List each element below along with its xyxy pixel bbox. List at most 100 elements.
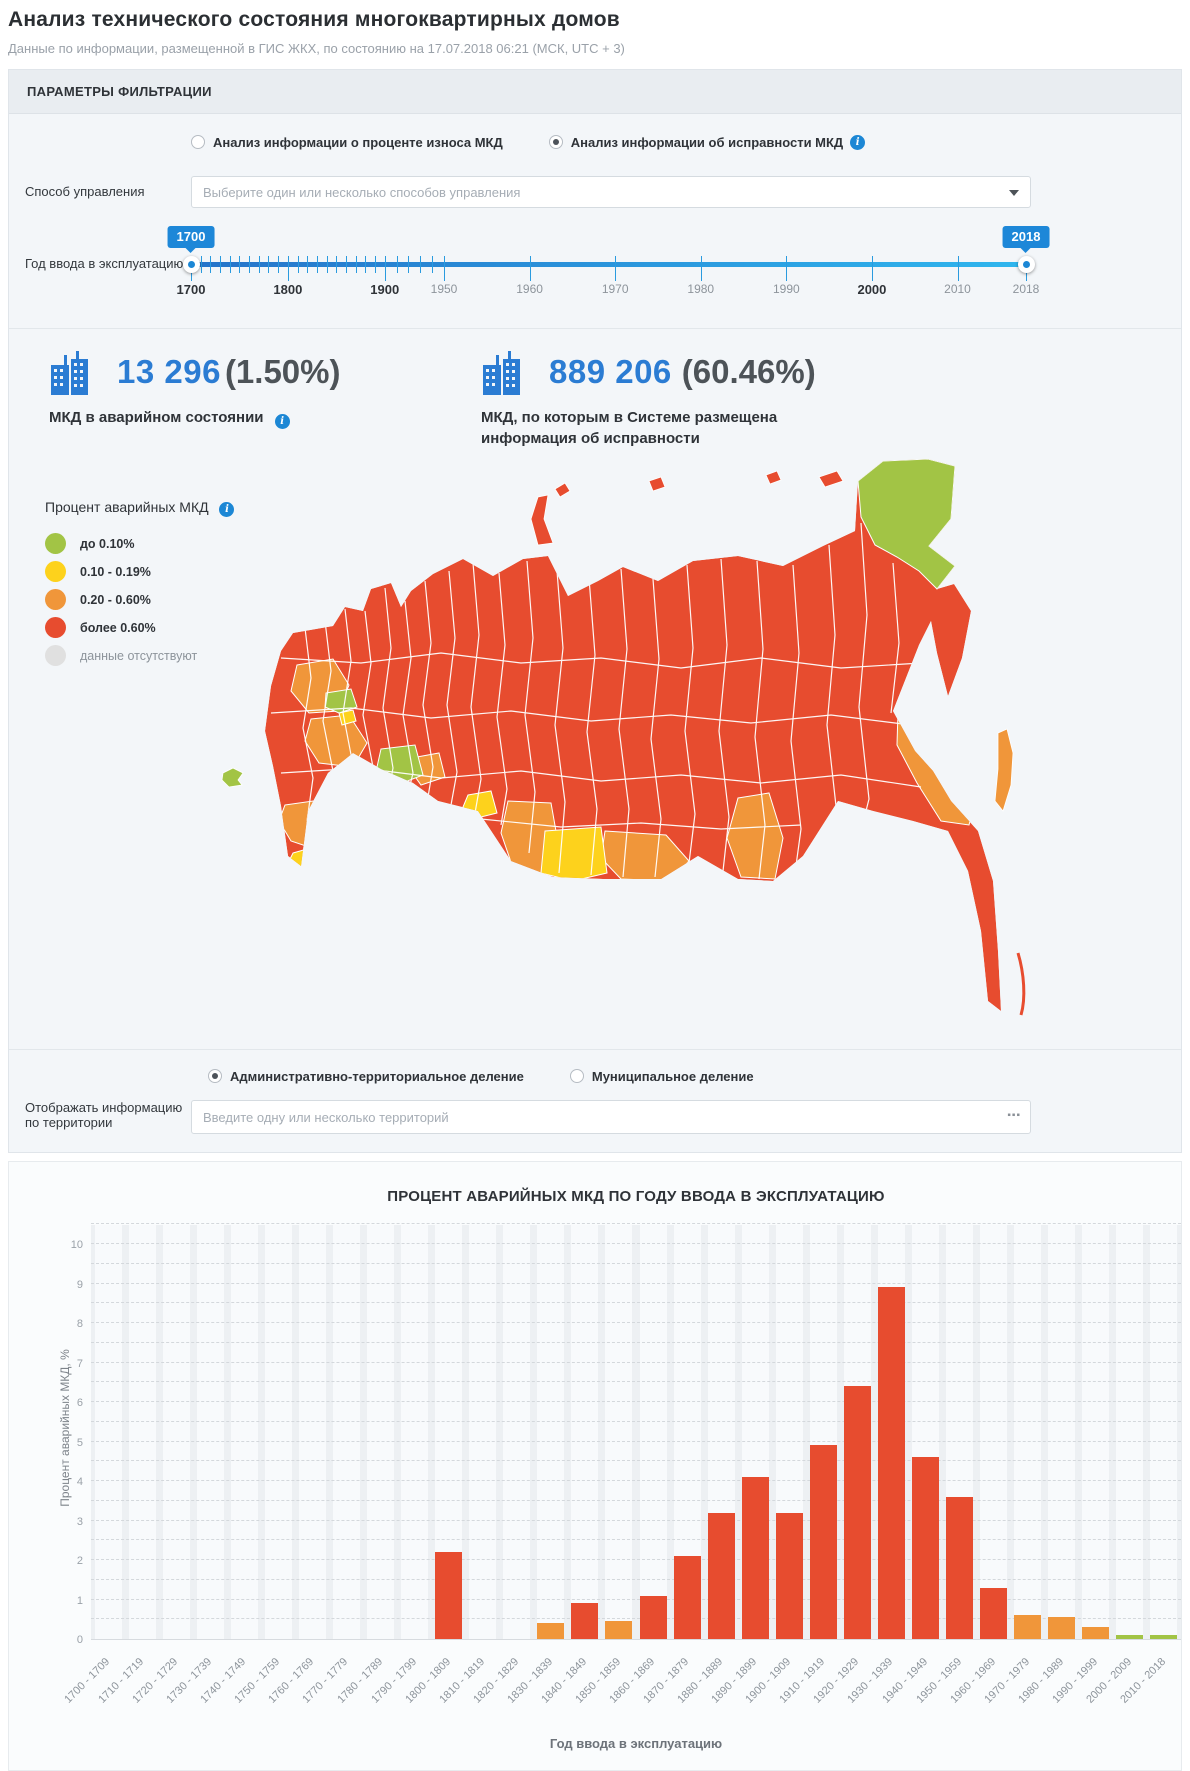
map-island-small-2 xyxy=(765,470,782,485)
bar-1970-1979[interactable] xyxy=(1014,1615,1042,1639)
map-block: Процент аварийных МКД i до 0.10% 0.10 - 0… xyxy=(9,451,1181,1049)
y-tick-label: 1 xyxy=(76,1594,83,1607)
stat-total-caption: МКД, по которым в Системе размещена инфо… xyxy=(481,409,778,447)
filters-panel-header: ПАРАМЕТРЫ ФИЛЬТРАЦИИ xyxy=(9,70,1181,114)
chart-xlabel: Год ввода в эксплуатацию xyxy=(549,1736,723,1751)
bar-1990-1999[interactable] xyxy=(1082,1627,1110,1639)
radio-wear-analysis[interactable]: Анализ информации о проценте износа МКД xyxy=(191,135,503,150)
territory-placeholder: Введите одну или несколько территорий xyxy=(203,1109,449,1125)
management-row: Способ управления Выберите один или неск… xyxy=(9,176,1181,208)
slider-scale-label: 1700 xyxy=(176,282,206,297)
stats: 13 296 (1.50%) МКД в аварийном состоянии… xyxy=(9,329,1181,451)
territory-row: Отображать информацию по территории Введ… xyxy=(9,1100,1181,1134)
info-icon[interactable]: i xyxy=(850,134,866,150)
page-title: Анализ технического состояния многокварт… xyxy=(8,8,620,31)
bar-1940-1949[interactable] xyxy=(912,1457,940,1639)
bar-1850-1859[interactable] xyxy=(605,1621,633,1639)
bar-1880-1889[interactable] xyxy=(707,1512,735,1639)
bar-1980-1989[interactable] xyxy=(1048,1617,1076,1639)
bar-1830-1839[interactable] xyxy=(537,1623,565,1639)
bar-1840-1849[interactable] xyxy=(571,1603,599,1639)
legend-title-row: Процент аварийных МКД i xyxy=(45,499,235,517)
slider-scale-label: 1990 xyxy=(772,282,800,296)
analysis-radio-group: Анализ информации о проценте износа МКД … xyxy=(191,132,1181,152)
legend-item-label: данные отсутствуют xyxy=(80,648,198,663)
info-icon[interactable]: i xyxy=(219,502,235,517)
y-tick-label: 4 xyxy=(76,1476,83,1488)
stat-emergency-caption-text: МКД в аварийном состоянии xyxy=(49,409,264,426)
stat-total-value: 889 206 xyxy=(549,353,672,390)
radio-wear-label: Анализ информации о проценте износа МКД xyxy=(213,134,503,150)
bar-1950-1959[interactable] xyxy=(946,1496,974,1639)
stat-total: 889 206 (60.46%) МКД, по которым в Систе… xyxy=(481,349,816,449)
y-tick-label: 2 xyxy=(76,1555,83,1567)
stat-total-percent: (60.46%) xyxy=(681,353,816,390)
chart-title: ПРОЦЕНТ АВАРИЙНЫХ МКД ПО ГОДУ ВВОДА В ЭК… xyxy=(387,1188,885,1205)
bar-1920-1929[interactable] xyxy=(843,1386,871,1639)
slider-tooltip-min: 1700 xyxy=(167,226,215,253)
bar-2010-2018[interactable] xyxy=(1150,1635,1178,1639)
map-island-severnaya-zemlya xyxy=(648,476,666,492)
russia-map[interactable] xyxy=(221,453,1051,1023)
legend-color-dot xyxy=(45,645,66,666)
slider-tooltip-max: 2018 xyxy=(1002,226,1050,253)
radio-municipal-division[interactable]: Муниципальное деление xyxy=(569,1069,754,1084)
map-region-crimea xyxy=(221,767,244,788)
legend-item-label: 0.10 - 0.19% xyxy=(80,564,151,579)
more-icon[interactable]: ▪▪▪ xyxy=(1007,1110,1021,1121)
filters-panel: ПАРАМЕТРЫ ФИЛЬТРАЦИИ Анализ информации о… xyxy=(8,69,1182,1153)
legend-color-dot xyxy=(45,561,66,582)
bar-1910-1919[interactable] xyxy=(809,1445,837,1639)
divider xyxy=(9,1049,1181,1050)
info-icon[interactable]: i xyxy=(274,414,290,429)
legend-color-dot xyxy=(45,533,66,554)
bar-1800-1809[interactable] xyxy=(435,1552,463,1639)
y-tick-label: 8 xyxy=(76,1318,83,1330)
y-tick-label: 9 xyxy=(76,1278,83,1291)
bar-2000-2009[interactable] xyxy=(1116,1635,1144,1639)
management-select[interactable]: Выберите один или несколько способов упр… xyxy=(191,176,1031,208)
buildings-icon xyxy=(483,351,520,395)
map-island-novaya-zemlya xyxy=(530,494,554,546)
year-slider[interactable]: 1700 2018 1700 1800 1900 1950 1960 1970 1980 19… xyxy=(167,226,1050,312)
stat-emergency-value: 13 296 xyxy=(117,353,221,390)
bar-1890-1899[interactable] xyxy=(741,1477,769,1639)
legend-title: Процент аварийных МКД xyxy=(45,499,209,515)
map-islands xyxy=(221,470,1026,1016)
bar-1900-1909[interactable] xyxy=(775,1512,803,1639)
territory-input[interactable]: Введите одну или несколько территорий ▪▪… xyxy=(191,1100,1031,1134)
chart-plot[interactable]: 0 1 2 3 4 5 6 7 8 9 10 1700 - 1709 1710 - 1719 1720 … xyxy=(62,1223,1181,1706)
chevron-down-icon[interactable] xyxy=(1009,190,1019,196)
chart-panel: ПРОЦЕНТ АВАРИЙНЫХ МКД ПО ГОДУ ВВОДА В ЭК… xyxy=(8,1161,1182,1771)
radio-administrative-division[interactable]: Административно-территориальное деление xyxy=(208,1069,524,1084)
radio-icon xyxy=(191,135,205,149)
page-subtitle: Данные по информации, размещенной в ГИС … xyxy=(8,41,625,56)
slider-scale-label: 1900 xyxy=(370,282,400,297)
radio-serviceability-analysis[interactable]: Анализ информации об исправности МКД i xyxy=(548,134,866,150)
map-region-yellow-omsk xyxy=(540,826,608,882)
y-tick-label: 5 xyxy=(76,1436,83,1449)
stat-emergency-percent: (1.50%) xyxy=(224,353,341,390)
filters-body: Анализ информации о проценте износа МКД … xyxy=(9,114,1181,328)
radio-administrative-label: Административно-территориальное деление xyxy=(230,1068,524,1084)
management-placeholder: Выберите один или несколько способов упр… xyxy=(203,184,521,200)
y-tick-label: 6 xyxy=(76,1397,83,1409)
bar-1860-1869[interactable] xyxy=(639,1595,667,1639)
map-region-mainland xyxy=(265,459,1001,1011)
bar-1930-1939[interactable] xyxy=(877,1287,905,1639)
legend-item-label: до 0.10% xyxy=(80,536,135,551)
radio-icon xyxy=(548,135,563,149)
bar-1960-1969[interactable] xyxy=(980,1587,1008,1639)
bar-1870-1879[interactable] xyxy=(673,1556,701,1639)
map-island-new-siberian xyxy=(818,470,844,488)
map-region-chukotka xyxy=(857,459,956,590)
slider-rail[interactable] xyxy=(191,262,1026,267)
division-radio-group: Административно-территориальное деление … xyxy=(208,1066,1181,1086)
slider-scale-label: 1980 xyxy=(687,282,715,296)
y-tick-label: 0 xyxy=(76,1634,83,1646)
stat-emergency: 13 296 (1.50%) МКД в аварийном состоянии… xyxy=(49,349,341,429)
slider-handle-min[interactable] xyxy=(183,256,200,273)
slider-handle-max[interactable] xyxy=(1018,256,1035,273)
radio-serviceability-label: Анализ информации об исправности МКД xyxy=(570,134,844,150)
